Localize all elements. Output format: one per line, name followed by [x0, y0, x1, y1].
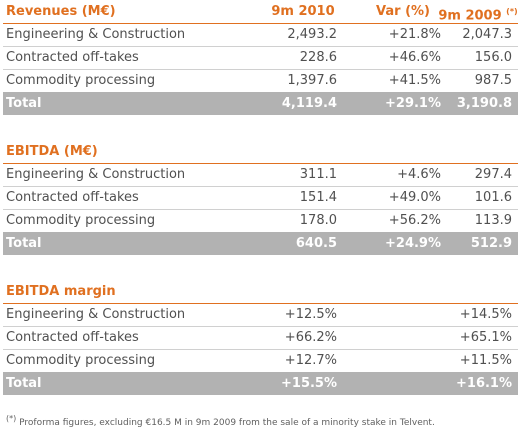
cell: +41.5% — [388, 73, 441, 88]
row-label: Engineering & Construction — [6, 27, 186, 42]
cell: +11.5% — [459, 353, 512, 368]
cell: 987.5 — [474, 73, 512, 88]
row-rule — [3, 326, 518, 327]
header-rule — [3, 303, 518, 304]
cell: 151.4 — [299, 190, 337, 205]
header-cell: Revenues (M€) — [6, 4, 116, 19]
cell: +24.9% — [385, 236, 441, 251]
footnote-mark: (*) — [6, 414, 17, 423]
cell: +4.6% — [397, 167, 441, 182]
cell: +15.5% — [281, 376, 337, 391]
row-rule — [3, 46, 518, 47]
cell: 4,119.4 — [281, 96, 337, 111]
cell: +46.6% — [388, 50, 441, 65]
header-rule — [3, 23, 518, 24]
header-cell: 9m 2010 — [271, 4, 335, 19]
cell: 311.1 — [299, 167, 337, 182]
header-cell: 9m 2009 (*) — [438, 7, 518, 24]
cell: +66.2% — [284, 330, 337, 345]
row-label: Contracted off-takes — [6, 190, 139, 205]
cell: 512.9 — [470, 236, 512, 251]
cell: +12.7% — [284, 353, 337, 368]
header-cell: EBITDA (M€) — [6, 144, 98, 159]
footnote: (*) Proforma figures, excluding €16.5 M … — [6, 414, 435, 428]
row-rule — [3, 186, 518, 187]
row-label: Commodity processing — [6, 213, 156, 228]
cell: 1,397.6 — [287, 73, 337, 88]
cell: 156.0 — [474, 50, 512, 65]
row-label: Contracted off-takes — [6, 330, 139, 345]
cell: 640.5 — [295, 236, 337, 251]
cell: 228.6 — [299, 50, 337, 65]
header-rule — [3, 163, 518, 164]
cell: +21.8% — [388, 27, 441, 42]
cell: +16.1% — [456, 376, 512, 391]
cell: +29.1% — [385, 96, 441, 111]
header-cell: Var (%) — [376, 4, 430, 19]
cell: 297.4 — [474, 167, 512, 182]
row-label: Total — [6, 376, 42, 391]
row-rule — [3, 349, 518, 350]
cell: +12.5% — [284, 307, 337, 322]
header-cell: EBITDA margin — [6, 284, 116, 299]
total-band — [3, 372, 518, 395]
row-label: Contracted off-takes — [6, 50, 139, 65]
footnote-text: Proforma figures, excluding €16.5 M in 9… — [19, 418, 435, 428]
row-rule — [3, 69, 518, 70]
row-label: Commodity processing — [6, 353, 156, 368]
cell: +14.5% — [459, 307, 512, 322]
row-label: Commodity processing — [6, 73, 156, 88]
row-label: Total — [6, 96, 42, 111]
cell: +65.1% — [459, 330, 512, 345]
cell: 101.6 — [474, 190, 512, 205]
cell: +56.2% — [388, 213, 441, 228]
row-rule — [3, 209, 518, 210]
header-note: (*) — [506, 7, 518, 16]
row-label: Total — [6, 236, 42, 251]
total-band — [3, 92, 518, 115]
cell: 178.0 — [299, 213, 337, 228]
cell: 2,493.2 — [287, 27, 337, 42]
cell: 2,047.3 — [462, 27, 512, 42]
cell: 3,190.8 — [456, 96, 512, 111]
cell: +49.0% — [388, 190, 441, 205]
row-label: Engineering & Construction — [6, 167, 186, 182]
row-label: Engineering & Construction — [6, 307, 186, 322]
total-band — [3, 232, 518, 255]
cell: 113.9 — [474, 213, 512, 228]
